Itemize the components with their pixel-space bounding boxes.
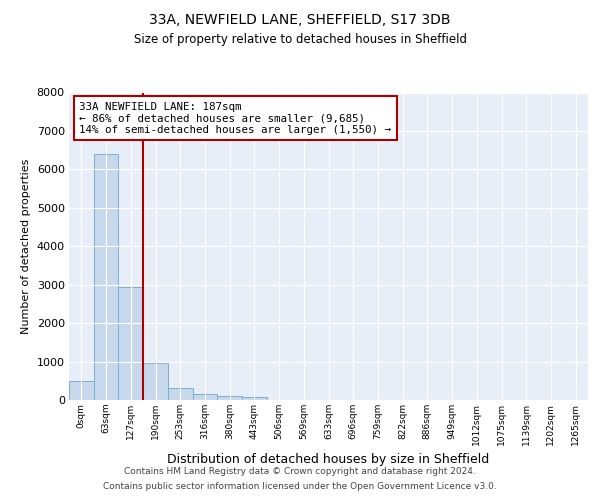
Bar — [168, 388, 193, 400]
Text: Contains public sector information licensed under the Open Government Licence v3: Contains public sector information licen… — [103, 482, 497, 491]
Bar — [143, 362, 168, 400]
Bar — [217, 396, 242, 400]
Bar — [242, 398, 267, 400]
Bar — [118, 286, 143, 400]
Text: 33A NEWFIELD LANE: 187sqm
← 86% of detached houses are smaller (9,685)
14% of se: 33A NEWFIELD LANE: 187sqm ← 86% of detac… — [79, 102, 391, 135]
X-axis label: Distribution of detached houses by size in Sheffield: Distribution of detached houses by size … — [167, 453, 490, 466]
Bar — [193, 394, 217, 400]
Bar — [94, 154, 118, 400]
Text: Contains HM Land Registry data © Crown copyright and database right 2024.: Contains HM Land Registry data © Crown c… — [124, 467, 476, 476]
Text: Size of property relative to detached houses in Sheffield: Size of property relative to detached ho… — [133, 32, 467, 46]
Y-axis label: Number of detached properties: Number of detached properties — [21, 158, 31, 334]
Bar — [69, 381, 94, 400]
Text: 33A, NEWFIELD LANE, SHEFFIELD, S17 3DB: 33A, NEWFIELD LANE, SHEFFIELD, S17 3DB — [149, 12, 451, 26]
